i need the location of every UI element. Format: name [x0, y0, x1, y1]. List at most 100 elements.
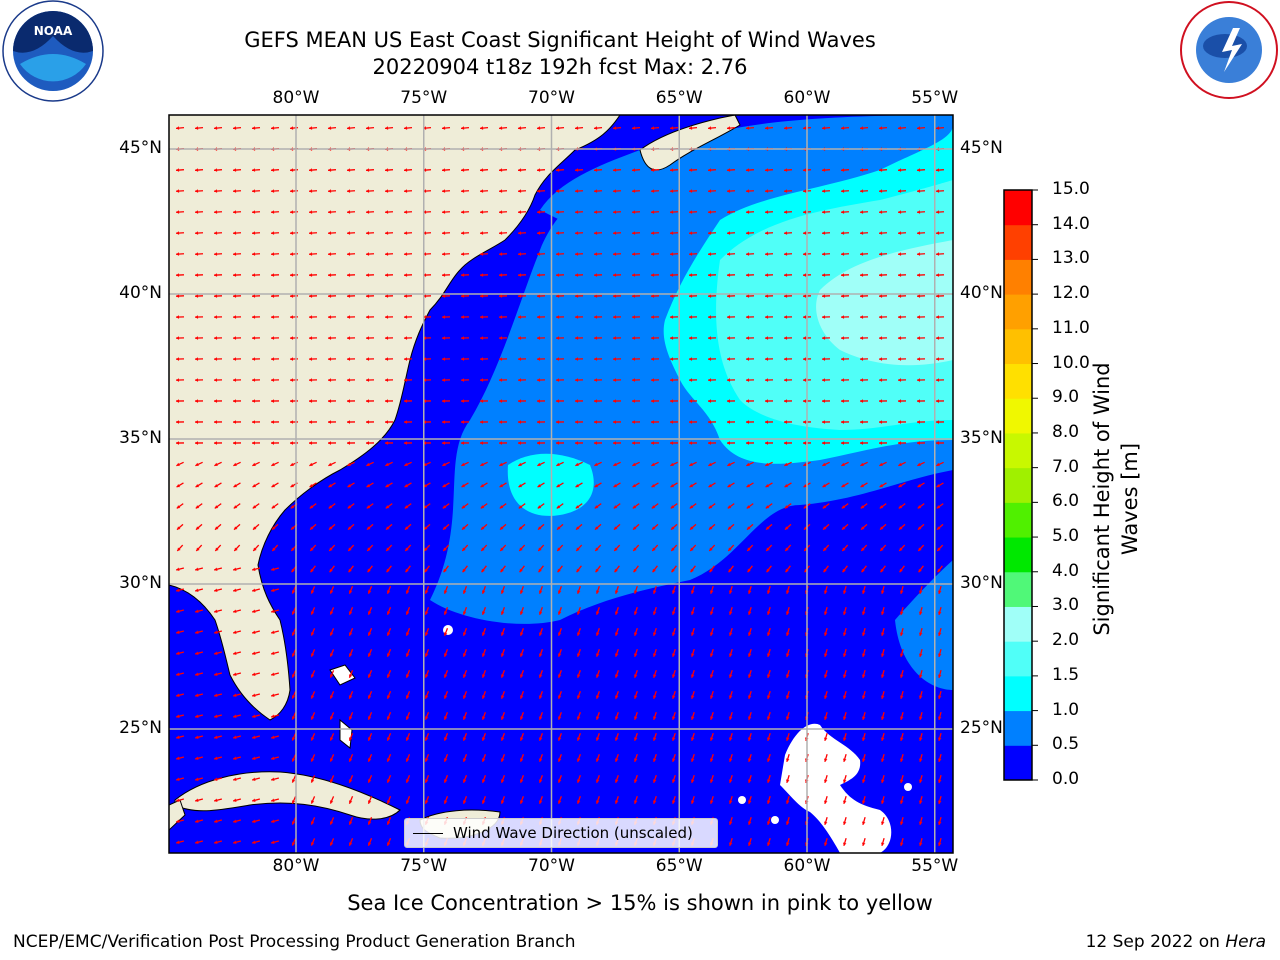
wind-arrow-head: [348, 547, 352, 551]
wind-arrow-head: [860, 483, 865, 488]
wind-arrow-head: [936, 505, 941, 509]
wind-arrow-head: [328, 441, 332, 445]
wind-arrow-head: [500, 695, 505, 699]
wind-arrow-head: [271, 483, 276, 488]
wind-arrow-head: [347, 210, 351, 214]
wind-arrow-head: [747, 674, 752, 678]
wind-arrow-head: [271, 294, 275, 298]
wind-arrow-head: [442, 189, 446, 193]
wind-arrow-head: [461, 126, 465, 130]
wind-arrow-head: [518, 252, 522, 256]
wind-arrow-head: [461, 210, 465, 214]
wind-arrow-head: [633, 547, 637, 551]
lat-tick-label-right: 40°N: [960, 283, 1003, 303]
wind-arrow-head: [480, 168, 484, 172]
wind-arrow-head: [937, 674, 942, 678]
wind-arrow-head: [195, 126, 199, 130]
wind-arrow-head: [385, 273, 389, 277]
wind-arrow-head: [822, 420, 826, 424]
wind-arrow-head: [233, 505, 238, 509]
wind-arrow-head: [385, 126, 389, 130]
wind-arrow-head: [765, 505, 770, 509]
wind-arrow-head: [690, 779, 695, 783]
wind-arrow-head: [462, 695, 467, 699]
wind-arrow-head: [271, 756, 275, 761]
wind-arrow-head: [347, 505, 352, 509]
wind-arrow-head: [576, 779, 581, 783]
wind-arrow-head: [443, 779, 448, 783]
wind-arrow-head: [252, 630, 256, 635]
wind-arrow-head: [367, 758, 372, 762]
wind-arrow-head: [784, 294, 788, 298]
wind-arrow-head: [556, 441, 560, 445]
wind-arrow-head: [176, 378, 180, 382]
wind-arrow-head: [594, 126, 598, 130]
wind-arrow-head: [917, 126, 921, 130]
wind-arrow-head: [405, 716, 410, 720]
wind-arrow-head: [480, 483, 485, 488]
wind-arrow-head: [404, 357, 408, 361]
wind-arrow-head: [348, 653, 353, 657]
wind-arrow-head: [842, 547, 846, 551]
wind-arrow-head: [290, 273, 294, 277]
wind-arrow-head: [233, 441, 237, 445]
wind-arrow-head: [785, 695, 790, 699]
wind-arrow-head: [899, 632, 904, 636]
wind-arrow-head: [690, 547, 694, 551]
wind-arrow-head: [461, 231, 465, 235]
wind-arrow-head: [195, 756, 199, 761]
wind-arrow-head: [765, 420, 769, 424]
wind-arrow-head: [556, 505, 561, 509]
bahamas-land: [329, 664, 356, 686]
wind-arrow-head: [652, 611, 657, 615]
wind-arrow-head: [936, 420, 940, 424]
wind-arrow-head: [500, 758, 505, 762]
wind-arrow-head: [271, 231, 275, 235]
wind-arrow-head: [575, 126, 579, 130]
wind-arrow-head: [690, 716, 695, 720]
wind-arrow-head: [195, 609, 199, 614]
wind-arrow-head: [423, 189, 427, 193]
wind-arrow-head: [690, 674, 695, 678]
wind-arrow-head: [195, 399, 199, 403]
wind-arrow-head: [670, 210, 674, 214]
lon-tick-label-top: 60°W: [783, 88, 831, 108]
wind-arrow-head: [537, 210, 541, 214]
wind-arrow-head: [917, 231, 921, 235]
wind-arrow-head: [879, 126, 883, 130]
wind-arrow-head: [310, 737, 315, 741]
wind-arrow-head: [309, 168, 313, 172]
wind-arrow-head: [689, 399, 693, 403]
wind-arrow-head: [271, 315, 275, 319]
wind-arrow-head: [424, 547, 428, 551]
wind-arrow-head: [214, 840, 218, 845]
wind-arrow-head: [841, 505, 846, 509]
wind-arrow-head: [386, 611, 391, 615]
wind-arrow-head: [538, 653, 543, 657]
wind-arrow-head: [480, 126, 484, 130]
wind-arrow-head: [500, 779, 505, 783]
wind-arrow-head: [861, 526, 865, 530]
wind-arrow-head: [689, 315, 693, 319]
wind-arrow-head: [727, 126, 731, 130]
wind-arrow-head: [671, 716, 676, 720]
wind-arrow-head: [803, 294, 807, 298]
wind-arrow-head: [499, 378, 503, 382]
wind-arrow-head: [898, 126, 902, 130]
wind-arrow-head: [233, 777, 237, 782]
wind-arrow-head: [879, 210, 883, 214]
wind-arrow-head: [290, 483, 295, 488]
wind-arrow-head: [784, 462, 788, 467]
wind-arrow-head: [595, 526, 599, 530]
wind-arrow-head: [271, 378, 275, 382]
wind-arrow-head: [632, 189, 636, 193]
wind-arrow-head: [860, 420, 864, 424]
wind-arrow-head: [461, 273, 465, 277]
wind-arrow-head: [842, 590, 847, 594]
wind-arrow-head: [176, 840, 180, 845]
wind-arrow-head: [936, 483, 941, 488]
wind-arrow-head: [328, 462, 332, 467]
wind-arrow-head: [348, 716, 353, 720]
colorbar-tick-label: 14.0: [1052, 213, 1090, 234]
wind-arrow-head: [252, 483, 257, 488]
